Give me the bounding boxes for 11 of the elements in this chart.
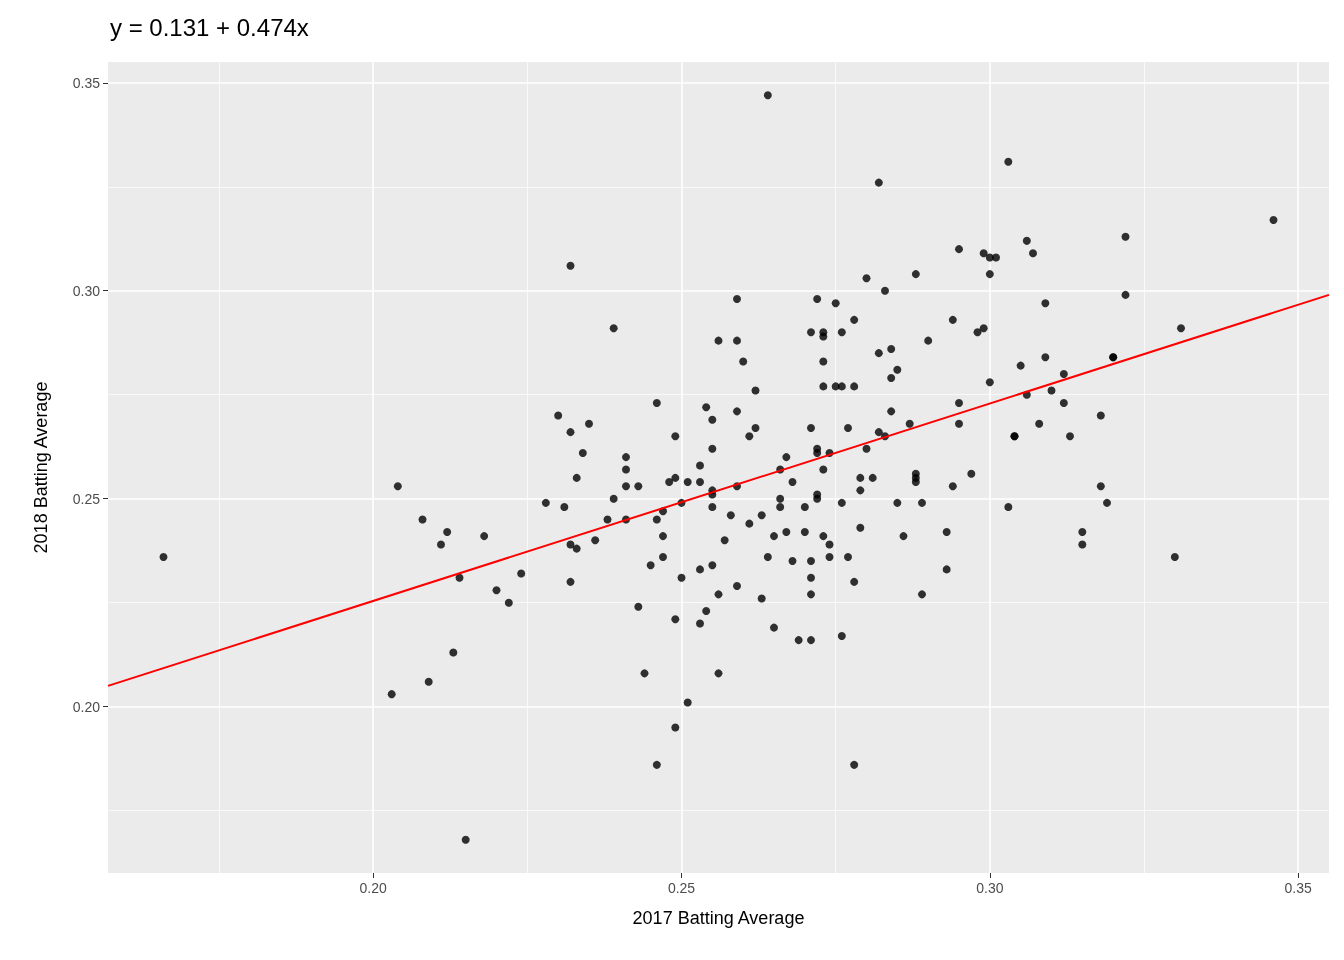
y-tick-label: 0.20 (72, 698, 101, 715)
y-tick-label: 0.30 (72, 282, 101, 299)
y-axis-title: 2018 Batting Average (31, 381, 51, 554)
x-axis-title: 2017 Batting Average (632, 908, 805, 928)
x-tick-label: 0.20 (359, 880, 387, 896)
x-tick-label: 0.25 (667, 880, 696, 896)
x-tick-label: 0.35 (1284, 880, 1312, 896)
y-tick-label: 0.25 (72, 490, 101, 507)
x-tick-label: 0.30 (976, 880, 1004, 896)
y-tick-label: 0.35 (72, 74, 101, 91)
chart-title: y = 0.131 + 0.474x (110, 13, 309, 41)
